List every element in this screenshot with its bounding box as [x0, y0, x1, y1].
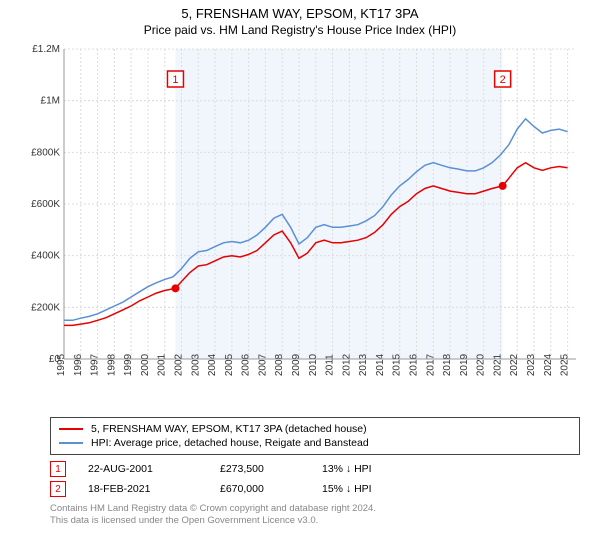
- svg-text:2018: 2018: [442, 353, 453, 376]
- transaction-row: 1 22-AUG-2001 £273,500 13% ↓ HPI: [50, 459, 580, 479]
- legend-item: 5, FRENSHAM WAY, EPSOM, KT17 3PA (detach…: [59, 422, 571, 436]
- legend-swatch: [59, 442, 83, 444]
- svg-text:£200K: £200K: [31, 302, 60, 313]
- chart-container: 5, FRENSHAM WAY, EPSOM, KT17 3PA Price p…: [0, 0, 600, 560]
- svg-text:2020: 2020: [476, 353, 487, 376]
- svg-text:1995: 1995: [56, 353, 67, 376]
- transaction-diff: 13% ↓ HPI: [322, 463, 422, 475]
- svg-text:2011: 2011: [325, 354, 336, 376]
- chart-svg: £0£200K£400K£600K£800K£1M£1.2M1995199619…: [20, 41, 580, 411]
- svg-text:2004: 2004: [207, 353, 218, 376]
- svg-text:£400K: £400K: [31, 251, 60, 262]
- svg-text:2006: 2006: [241, 353, 252, 376]
- legend-label: 5, FRENSHAM WAY, EPSOM, KT17 3PA (detach…: [91, 423, 367, 435]
- chart-title: 5, FRENSHAM WAY, EPSOM, KT17 3PA: [0, 0, 600, 21]
- transaction-price: £273,500: [220, 463, 300, 475]
- svg-text:2013: 2013: [358, 353, 369, 376]
- transaction-table: 1 22-AUG-2001 £273,500 13% ↓ HPI 2 18-FEB-202…: [50, 459, 580, 499]
- svg-text:£600K: £600K: [31, 199, 60, 210]
- transaction-marker: 2: [50, 481, 66, 497]
- svg-text:2025: 2025: [560, 353, 571, 376]
- svg-text:2017: 2017: [425, 353, 436, 376]
- svg-text:1: 1: [172, 74, 178, 86]
- svg-text:2002: 2002: [174, 353, 185, 376]
- svg-text:2019: 2019: [459, 353, 470, 376]
- svg-text:2023: 2023: [526, 353, 537, 376]
- svg-text:2: 2: [500, 74, 506, 86]
- transaction-row: 2 18-FEB-2021 £670,000 15% ↓ HPI: [50, 479, 580, 499]
- svg-text:£1.2M: £1.2M: [32, 44, 60, 55]
- svg-text:2008: 2008: [274, 353, 285, 376]
- transaction-date: 18-FEB-2021: [88, 483, 198, 495]
- transaction-diff: 15% ↓ HPI: [322, 483, 422, 495]
- svg-text:1999: 1999: [123, 353, 134, 376]
- svg-text:2007: 2007: [257, 353, 268, 376]
- svg-text:1996: 1996: [73, 353, 84, 376]
- svg-text:2024: 2024: [543, 353, 554, 376]
- svg-text:2015: 2015: [392, 353, 403, 376]
- footnote: Contains HM Land Registry data © Crown c…: [50, 503, 580, 528]
- legend-box: 5, FRENSHAM WAY, EPSOM, KT17 3PA (detach…: [50, 417, 580, 455]
- svg-text:£1M: £1M: [41, 96, 60, 107]
- legend-swatch: [59, 428, 83, 430]
- svg-text:2016: 2016: [409, 353, 420, 376]
- transaction-price: £670,000: [220, 483, 300, 495]
- svg-text:2012: 2012: [341, 353, 352, 376]
- chart-subtitle: Price paid vs. HM Land Registry's House …: [0, 21, 600, 41]
- svg-text:2009: 2009: [291, 353, 302, 376]
- svg-text:2003: 2003: [190, 353, 201, 376]
- footnote-line2: This data is licensed under the Open Gov…: [50, 515, 318, 526]
- svg-text:1998: 1998: [106, 353, 117, 376]
- footnote-line1: Contains HM Land Registry data © Crown c…: [50, 503, 376, 514]
- svg-text:£800K: £800K: [31, 147, 60, 158]
- svg-text:1997: 1997: [90, 353, 101, 376]
- svg-text:2000: 2000: [140, 353, 151, 376]
- transaction-marker: 1: [50, 461, 66, 477]
- chart-area: £0£200K£400K£600K£800K£1M£1.2M1995199619…: [20, 41, 580, 411]
- legend-label: HPI: Average price, detached house, Reig…: [91, 437, 369, 449]
- svg-text:2010: 2010: [308, 353, 319, 376]
- svg-text:2021: 2021: [492, 353, 503, 376]
- svg-text:2014: 2014: [375, 353, 386, 376]
- legend-item: HPI: Average price, detached house, Reig…: [59, 436, 571, 450]
- svg-text:2022: 2022: [509, 353, 520, 376]
- svg-text:2001: 2001: [157, 353, 168, 376]
- svg-text:2005: 2005: [224, 353, 235, 376]
- transaction-date: 22-AUG-2001: [88, 463, 198, 475]
